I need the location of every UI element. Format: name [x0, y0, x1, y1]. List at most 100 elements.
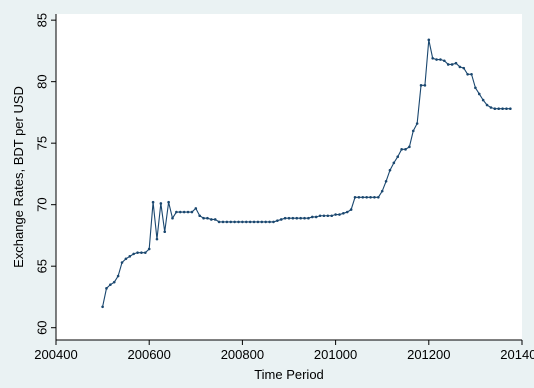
data-point: [365, 196, 368, 199]
x-tick-label: 200800: [221, 347, 264, 362]
data-point: [318, 214, 322, 218]
data-point: [225, 220, 229, 224]
plot-area: [56, 14, 522, 340]
data-point: [186, 210, 190, 214]
data-point: [345, 210, 349, 214]
data-point: [101, 305, 104, 309]
data-point: [505, 107, 508, 111]
x-tick-label: 200400: [34, 347, 77, 362]
data-point: [446, 63, 450, 66]
data-point: [213, 218, 217, 221]
data-point: [132, 252, 135, 256]
data-point: [128, 255, 132, 258]
data-point: [287, 216, 291, 220]
data-point: [322, 214, 326, 218]
data-point: [349, 208, 353, 211]
data-point: [377, 196, 380, 199]
data-point: [431, 56, 434, 60]
y-tick-label: 65: [35, 259, 50, 273]
data-point: [477, 92, 481, 96]
data-point: [415, 122, 419, 125]
data-point: [151, 200, 155, 204]
data-point: [373, 196, 376, 199]
data-point: [454, 61, 458, 65]
data-point: [175, 210, 178, 214]
data-marks: [101, 38, 512, 309]
data-point: [423, 84, 427, 87]
data-point: [221, 220, 225, 224]
x-tick-label: 201000: [314, 347, 357, 362]
data-point: [144, 251, 147, 254]
data-point: [229, 220, 233, 224]
y-tick-label: 85: [35, 13, 50, 27]
data-point: [307, 216, 310, 220]
data-point: [147, 247, 151, 251]
data-point: [404, 148, 407, 151]
data-point: [443, 59, 446, 63]
data-point: [361, 196, 365, 199]
data-point: [206, 216, 209, 220]
data-point: [392, 161, 396, 165]
data-point: [256, 220, 260, 224]
data-point: [326, 214, 330, 218]
y-tick-label: 80: [35, 74, 50, 88]
data-point: [202, 216, 205, 220]
data-point: [295, 216, 299, 220]
data-point: [198, 214, 201, 218]
data-point: [116, 274, 120, 278]
data-point: [400, 148, 403, 151]
data-point: [408, 145, 411, 149]
data-point: [159, 202, 163, 205]
data-point: [171, 216, 174, 220]
data-point: [450, 63, 454, 66]
data-point: [140, 251, 143, 254]
data-point: [248, 220, 252, 224]
data-point: [334, 213, 337, 216]
y-tick-label: 60: [35, 320, 50, 334]
data-point: [396, 155, 400, 158]
data-point: [283, 216, 287, 220]
data-point: [497, 107, 501, 111]
data-point: [244, 220, 248, 224]
data-point: [338, 213, 341, 216]
data-point: [260, 220, 264, 224]
data-point: [268, 220, 271, 224]
series-line: [102, 39, 511, 307]
data-point: [272, 220, 275, 224]
data-point: [439, 58, 442, 61]
data-point: [299, 216, 302, 220]
axes: 60 65 70 75 80 85 200400 200600 200800 201000 2012…: [34, 13, 534, 362]
data-point: [311, 215, 314, 219]
data-point: [217, 220, 221, 224]
data-point: [357, 196, 361, 199]
data-point: [190, 210, 194, 214]
data-point: [462, 66, 466, 70]
data-point: [493, 107, 497, 111]
data-point: [252, 220, 256, 224]
data-point: [419, 84, 423, 87]
data-point: [167, 200, 170, 204]
x-axis-title: Time Period: [254, 367, 324, 382]
data-point: [155, 237, 159, 241]
data-point: [112, 280, 116, 284]
data-point: [105, 287, 108, 290]
data-point: [435, 58, 438, 61]
data-point: [182, 210, 186, 214]
data-point: [291, 216, 295, 220]
data-point: [388, 168, 392, 172]
data-point: [485, 103, 489, 107]
data-point: [369, 196, 372, 199]
data-point: [330, 214, 334, 218]
x-tick-label: 200600: [128, 347, 171, 362]
data-point: [120, 261, 124, 264]
x-tick-label: 201200: [407, 347, 450, 362]
data-point: [136, 251, 139, 254]
data-point: [109, 283, 112, 286]
data-point: [466, 72, 469, 76]
data-point: [237, 220, 240, 224]
data-point: [380, 189, 384, 193]
y-tick-label: 70: [35, 197, 50, 211]
data-point: [489, 106, 493, 109]
data-point: [501, 107, 504, 111]
